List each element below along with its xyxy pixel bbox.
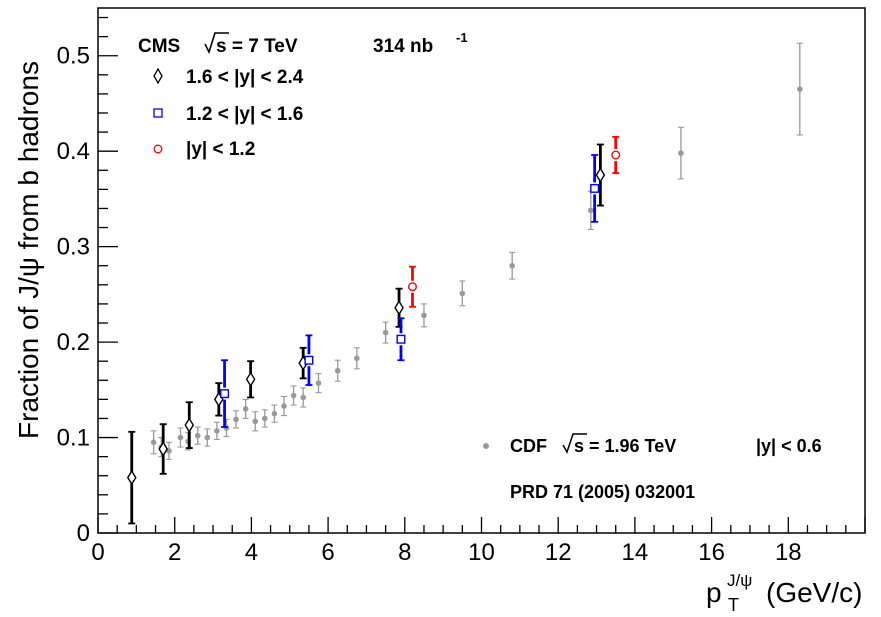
legend-marker-square (153, 108, 163, 118)
data-point (290, 392, 297, 399)
y-tick-label: 0.3 (57, 234, 90, 261)
data-point (126, 469, 137, 486)
data-point (242, 406, 249, 412)
legend-label-intermediate: 1.2 < |y| < 1.6 (186, 104, 303, 125)
x-axis-ticks (97, 517, 866, 533)
data-point (354, 355, 360, 362)
legend-marker-circle (153, 144, 163, 154)
x-tick-label: 8 (398, 539, 411, 566)
y-axis-ticks (98, 16, 118, 534)
data-point (396, 334, 406, 344)
legend-lumi-sup: -1 (456, 30, 468, 45)
legend: 1.6 < |y| < 2.4 1.2 < |y| < 1.6 |y| < 1.… (153, 67, 304, 160)
cdf-legend-experiment: CDF (510, 436, 547, 456)
data-point (281, 403, 287, 409)
x-axis-tick-labels: 0 2 4 6 8 10 12 14 16 18 (91, 539, 801, 566)
x-tick-label: 16 (698, 539, 725, 566)
data-point (587, 207, 594, 214)
cdf-legend: CDF s = 1.96 TeV |y| < 0.6 PRD 71 (2005)… (483, 433, 822, 502)
data-point (252, 418, 259, 425)
data-point (204, 434, 211, 441)
x-tick-label: 14 (622, 539, 649, 566)
data-point (382, 329, 389, 336)
data-point (220, 389, 230, 399)
series-circle-open (407, 135, 621, 308)
x-axis-title-unit: (GeV/c) (766, 577, 862, 608)
data-series (126, 42, 803, 525)
data-point (262, 415, 268, 422)
x-tick-label: 10 (468, 539, 495, 566)
x-tick-label: 6 (321, 539, 334, 566)
x-axis-title-sub: T (728, 595, 739, 615)
legend-entry-central: |y| < 1.2 (153, 139, 255, 160)
legend-experiment: CMS (138, 36, 180, 57)
series-dot (150, 42, 803, 461)
data-point (271, 410, 278, 417)
legend-lumi: 314 nb (373, 36, 433, 57)
cdf-reference: PRD 71 (2005) 032001 (510, 482, 695, 502)
data-point (394, 299, 404, 316)
cdf-legend-range: |y| < 0.6 (756, 436, 822, 456)
data-point (595, 167, 606, 183)
series-diamond-open (126, 143, 606, 525)
legend-entry-intermediate: 1.2 < |y| < 1.6 (153, 104, 303, 125)
data-point (459, 290, 466, 297)
data-point (304, 355, 314, 365)
sqrt-symbol-cdf (562, 433, 587, 454)
legend-header: CMS s = 7 TeV 314 nb -1 (138, 30, 468, 57)
data-point (245, 371, 256, 388)
x-axis-title-sup: J/ψ (727, 571, 752, 590)
legend-marker-diamond (153, 67, 163, 85)
data-point (150, 439, 157, 446)
data-point (611, 150, 621, 160)
y-axis-title: Fraction of J/ψ from b hadrons (13, 61, 44, 439)
data-point (315, 380, 322, 386)
y-tick-label: 0.5 (57, 43, 90, 70)
data-point (300, 394, 306, 401)
data-point (590, 183, 600, 193)
x-tick-label: 18 (775, 539, 802, 566)
data-point (233, 416, 239, 423)
x-tick-label: 2 (168, 539, 181, 566)
data-point (421, 312, 427, 319)
data-point (214, 428, 220, 434)
data-point (797, 86, 803, 92)
x-axis-title-main: p (706, 577, 722, 608)
y-axis-tick-labels: 0 0.1 0.2 0.3 0.4 0.5 (57, 43, 90, 547)
legend-entry-forward: 1.6 < |y| < 2.4 (153, 67, 304, 88)
data-point (158, 441, 169, 457)
data-point (177, 434, 184, 441)
x-tick-label: 12 (545, 539, 572, 566)
y-tick-label: 0.4 (57, 138, 90, 165)
data-point (184, 417, 195, 433)
y-tick-label: 0.2 (57, 329, 90, 356)
data-point (194, 432, 201, 439)
cdf-legend-marker (483, 443, 489, 449)
legend-label-central: |y| < 1.2 (186, 139, 255, 160)
y-tick-label: 0.1 (57, 425, 90, 452)
x-axis-title: p T J/ψ (GeV/c) (706, 571, 862, 615)
data-point (509, 262, 515, 269)
series-square-open (220, 154, 600, 428)
legend-label-forward: 1.6 < |y| < 2.4 (186, 67, 304, 88)
legend-energy: s = 7 TeV (216, 36, 298, 57)
sqrt-symbol-cms (204, 32, 229, 55)
data-point (678, 150, 684, 156)
y-tick-label: 0 (77, 520, 90, 547)
data-point (407, 282, 417, 292)
cdf-legend-energy: s = 1.96 TeV (574, 436, 676, 456)
x-tick-label: 4 (245, 539, 258, 566)
x-tick-label: 0 (91, 539, 104, 566)
data-point (334, 367, 341, 374)
